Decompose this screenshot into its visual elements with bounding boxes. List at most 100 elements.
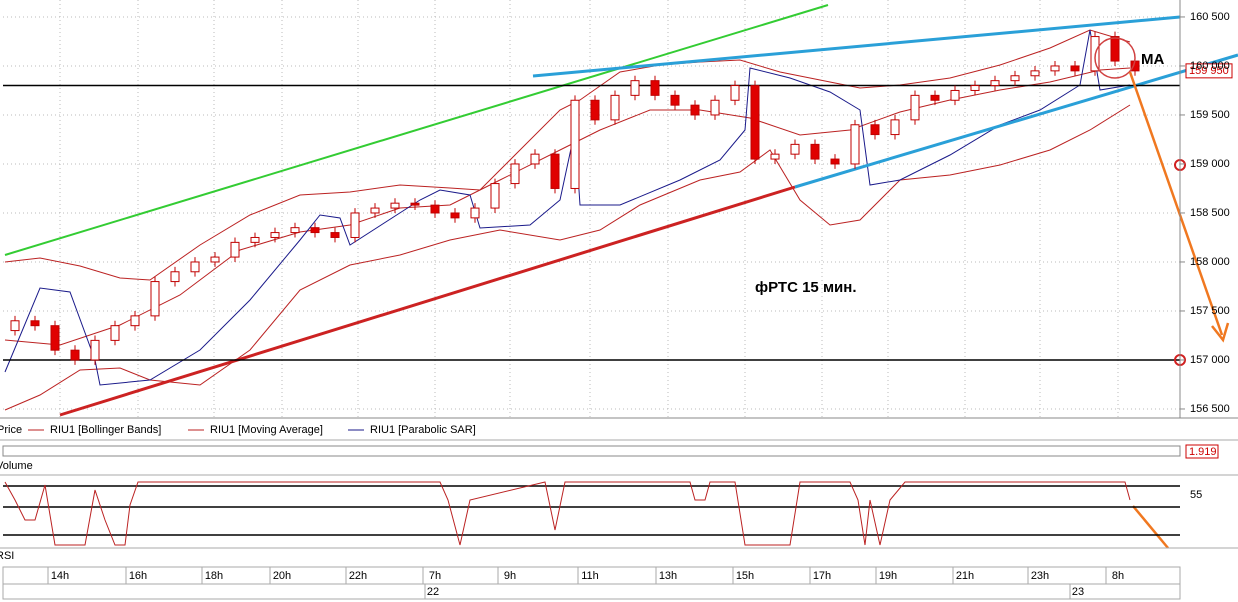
candle-body xyxy=(390,202,400,209)
candle-body xyxy=(510,163,520,185)
candle-body xyxy=(530,153,540,165)
candle-body xyxy=(1050,65,1060,72)
candle-body xyxy=(1010,75,1020,82)
candle-body xyxy=(430,204,440,214)
candle-body xyxy=(1070,65,1080,72)
candle-body xyxy=(990,80,1000,87)
x-tick-label: 9h xyxy=(504,570,516,582)
candle-body xyxy=(670,94,680,106)
time-labels: 14h 16h 18h 20h 22h 7h 9h 11h 13h 15h 17h 19h 21h 23h… xyxy=(47,567,1124,599)
candle-body xyxy=(170,271,180,283)
candle-body xyxy=(130,315,140,327)
candle-body xyxy=(730,85,740,101)
candle-body xyxy=(630,80,640,96)
y-tick-label: 157 000 xyxy=(1190,354,1230,366)
candle-body xyxy=(910,94,920,121)
legend-entry: RIU1 [Parabolic SAR] xyxy=(370,424,476,436)
arrow xyxy=(1128,71,1224,336)
rsi-line xyxy=(4,481,1131,546)
candle-body xyxy=(290,227,300,234)
candle-body xyxy=(550,153,560,189)
candle-body xyxy=(970,85,980,91)
candle-body xyxy=(450,212,460,219)
legend-entry: RIU1 [Bollinger Bands] xyxy=(50,424,161,436)
trend-line xyxy=(4,4,829,256)
candle-body xyxy=(150,281,160,317)
candle-body xyxy=(790,143,800,155)
date-label: 22 xyxy=(427,586,439,598)
candle-body xyxy=(270,232,280,238)
annotation: MA xyxy=(1141,51,1164,68)
candle-body xyxy=(1030,70,1040,77)
price-box xyxy=(1185,63,1233,79)
candle-body xyxy=(650,80,660,96)
x-tick-label: 17h xyxy=(813,570,831,582)
grid xyxy=(3,0,1180,418)
y-tick-label: 157 500 xyxy=(1190,305,1230,317)
candle-body xyxy=(710,99,720,116)
arrow xyxy=(1132,505,1169,549)
legend-entry: RIU1 [Moving Average] xyxy=(210,424,323,436)
x-tick-label: 7h xyxy=(429,570,441,582)
y-tick-label: 160 500 xyxy=(1190,11,1230,23)
x-tick-label: 18h xyxy=(205,570,223,582)
candle-body xyxy=(850,124,860,165)
candle-body xyxy=(410,202,420,206)
x-tick-label: 13h xyxy=(659,570,677,582)
x-tick-label: 20h xyxy=(273,570,291,582)
arrow-head xyxy=(1211,322,1230,343)
candle-body xyxy=(110,325,120,341)
candle-body xyxy=(330,232,340,238)
x-tick-label: 14h xyxy=(51,570,69,582)
y-tick-label: 159 000 xyxy=(1190,158,1230,170)
volume-box xyxy=(1185,444,1219,459)
legend-entry: Price xyxy=(0,424,22,436)
x-tick-label: 11h xyxy=(581,570,599,582)
moving-average xyxy=(4,67,1131,346)
candle-body xyxy=(810,143,820,160)
y-tick-label: 160 000 xyxy=(1190,60,1230,72)
candle-body xyxy=(370,207,380,214)
candle-body xyxy=(470,207,480,219)
candle-body xyxy=(90,339,100,361)
y-tick-label: 156 500 xyxy=(1190,403,1230,415)
legend: Price RIU1 [Bollinger Bands] RIU1 [Moving … xyxy=(0,424,476,436)
candle-body xyxy=(590,99,600,121)
candle-body xyxy=(70,349,80,361)
candle-body xyxy=(770,153,780,160)
y-tick-label: 158 500 xyxy=(1190,207,1230,219)
x-tick-label: 22h xyxy=(349,570,367,582)
volume-label: Volume xyxy=(0,460,33,472)
candle-body xyxy=(1110,36,1120,62)
x-tick-label: 16h xyxy=(129,570,147,582)
candle-body xyxy=(570,99,580,189)
rsi-label: RSI xyxy=(0,550,14,562)
candle-body xyxy=(230,241,240,258)
x-tick-label: 15h xyxy=(736,570,754,582)
y-tick-label: 159 500 xyxy=(1190,109,1230,121)
rsi-tick-label: 55 xyxy=(1190,489,1202,501)
x-tick-label: 21h xyxy=(956,570,974,582)
candle-body xyxy=(310,227,320,234)
trend-line xyxy=(59,185,796,417)
candle-body xyxy=(250,236,260,243)
candle-body xyxy=(890,119,900,136)
candle-body xyxy=(50,325,60,351)
candle-body xyxy=(690,104,700,116)
candle-body xyxy=(10,320,20,332)
highlight-circle xyxy=(1094,37,1136,79)
candle-body xyxy=(870,124,880,136)
candle-body xyxy=(750,85,760,160)
volume-value: 1.919 xyxy=(1189,446,1217,458)
time-axis xyxy=(2,566,1181,600)
volume-panel xyxy=(2,445,1181,457)
chart-title: фРТС 15 мин. xyxy=(755,279,857,296)
candle-body xyxy=(490,183,500,209)
date-label: 23 xyxy=(1072,586,1084,598)
candle-body xyxy=(930,94,940,101)
candle-body xyxy=(30,320,40,327)
candle-body xyxy=(210,256,220,263)
x-tick-label: 23h xyxy=(1031,570,1049,582)
trend-line xyxy=(794,53,1238,189)
